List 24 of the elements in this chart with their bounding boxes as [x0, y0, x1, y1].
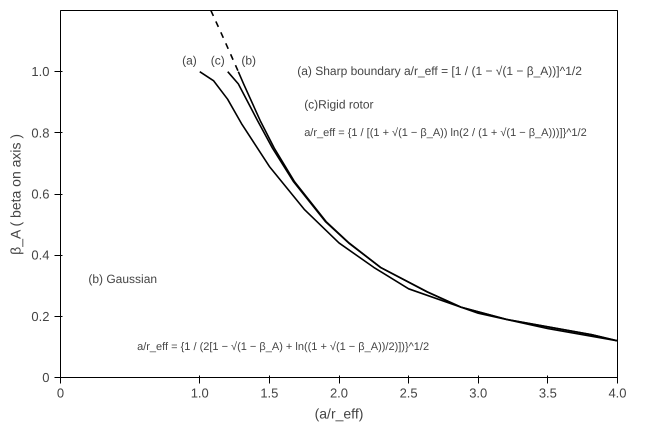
annotation: (b) Gaussian: [88, 272, 158, 286]
x-axis-title: (a/r_eff): [314, 406, 364, 422]
series-label: (c): [210, 54, 225, 68]
x-tick-label: 1.0: [190, 386, 209, 400]
x-tick-label: 2.5: [400, 386, 418, 400]
y-tick-label: 0.4: [31, 248, 50, 263]
y-tick-label: 0: [42, 370, 50, 385]
annotation: a/r_eff = {1 / (2[1 − √(1 − β_A) + ln((1 + √(1 − β_A))/2)])}^1/2: [137, 341, 430, 354]
y-tick-label: 1.0: [31, 64, 50, 80]
y-tick-label: 0.6: [31, 186, 50, 202]
annotation: (c)Rigid rotor: [304, 97, 374, 112]
annotation: (a) Sharp boundary a/r_eff = [1 / (1 − √(1 − β_A))]^1/2: [297, 64, 582, 78]
y-tick-label: 0.8: [31, 125, 50, 140]
series-label: (b): [241, 54, 256, 68]
y-tick-label: 0.2: [31, 308, 50, 324]
y-axis-title: β_A ( beta on axis ): [7, 134, 24, 255]
annotation: a/r_eff = {1 / [(1 + √(1 − β_A)) ln(2 / (1 + √(1 − β_A)))]}^1/2: [304, 126, 587, 139]
x-tick-label: 0: [56, 386, 64, 400]
x-tick-label: 3.0: [469, 386, 488, 400]
x-tick-label: 4.0: [608, 386, 627, 400]
x-tick-label: 1.5: [260, 386, 278, 400]
x-tick-label: 3.5: [538, 386, 557, 400]
x-tick-label: 2.0: [330, 386, 348, 400]
series-label: (a): [182, 54, 197, 68]
